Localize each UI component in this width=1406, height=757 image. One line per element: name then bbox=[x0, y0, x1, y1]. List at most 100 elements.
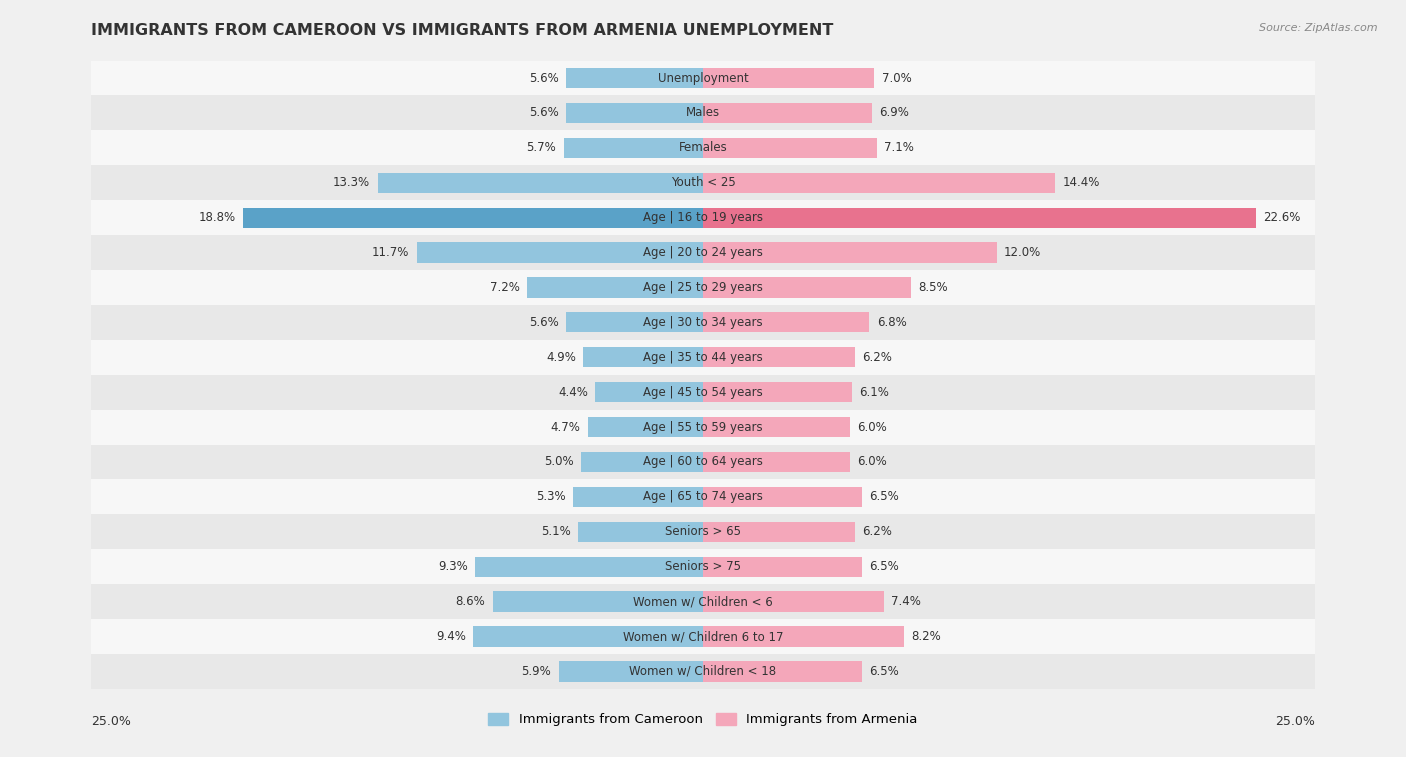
Bar bbox=[91, 584, 1315, 619]
Text: 6.0%: 6.0% bbox=[858, 456, 887, 469]
Bar bbox=[703, 277, 911, 298]
Text: 7.1%: 7.1% bbox=[884, 142, 914, 154]
Text: Unemployment: Unemployment bbox=[658, 71, 748, 85]
Text: Women w/ Children 6 to 17: Women w/ Children 6 to 17 bbox=[623, 630, 783, 643]
Text: 5.6%: 5.6% bbox=[529, 71, 558, 85]
Bar bbox=[583, 347, 703, 367]
Text: Age | 25 to 29 years: Age | 25 to 29 years bbox=[643, 281, 763, 294]
Text: Women w/ Children < 18: Women w/ Children < 18 bbox=[630, 665, 776, 678]
Bar bbox=[588, 417, 703, 438]
Bar bbox=[492, 591, 703, 612]
Bar bbox=[91, 514, 1315, 550]
Bar bbox=[703, 207, 1256, 228]
Bar bbox=[527, 277, 703, 298]
Bar bbox=[581, 452, 703, 472]
Bar bbox=[567, 312, 703, 332]
Text: 5.3%: 5.3% bbox=[536, 491, 567, 503]
Bar bbox=[703, 452, 849, 472]
Text: 9.4%: 9.4% bbox=[436, 630, 465, 643]
Bar bbox=[91, 410, 1315, 444]
Text: 5.1%: 5.1% bbox=[541, 525, 571, 538]
Text: 7.2%: 7.2% bbox=[489, 281, 520, 294]
Bar bbox=[703, 68, 875, 88]
Text: 7.0%: 7.0% bbox=[882, 71, 911, 85]
Text: 8.5%: 8.5% bbox=[918, 281, 948, 294]
Text: 13.3%: 13.3% bbox=[333, 176, 370, 189]
Bar bbox=[574, 487, 703, 507]
Text: 9.3%: 9.3% bbox=[439, 560, 468, 573]
Bar bbox=[703, 662, 862, 681]
Bar bbox=[703, 591, 884, 612]
Text: Age | 16 to 19 years: Age | 16 to 19 years bbox=[643, 211, 763, 224]
Bar bbox=[703, 312, 869, 332]
Bar bbox=[703, 487, 862, 507]
Text: 6.2%: 6.2% bbox=[862, 525, 891, 538]
Text: Women w/ Children < 6: Women w/ Children < 6 bbox=[633, 595, 773, 608]
Text: 8.6%: 8.6% bbox=[456, 595, 485, 608]
Bar bbox=[703, 103, 872, 123]
Text: IMMIGRANTS FROM CAMEROON VS IMMIGRANTS FROM ARMENIA UNEMPLOYMENT: IMMIGRANTS FROM CAMEROON VS IMMIGRANTS F… bbox=[91, 23, 834, 38]
Bar bbox=[91, 200, 1315, 235]
Text: Age | 55 to 59 years: Age | 55 to 59 years bbox=[643, 421, 763, 434]
Text: Age | 65 to 74 years: Age | 65 to 74 years bbox=[643, 491, 763, 503]
Bar bbox=[91, 305, 1315, 340]
Text: 4.4%: 4.4% bbox=[558, 385, 588, 399]
Text: 6.5%: 6.5% bbox=[869, 665, 898, 678]
Text: 5.7%: 5.7% bbox=[526, 142, 557, 154]
Bar bbox=[578, 522, 703, 542]
Text: 4.9%: 4.9% bbox=[546, 350, 576, 364]
Text: 5.6%: 5.6% bbox=[529, 316, 558, 329]
Bar bbox=[703, 173, 1056, 193]
Bar bbox=[703, 556, 862, 577]
Bar bbox=[703, 522, 855, 542]
Text: 5.9%: 5.9% bbox=[522, 665, 551, 678]
Bar bbox=[91, 340, 1315, 375]
Text: 8.2%: 8.2% bbox=[911, 630, 941, 643]
Text: Source: ZipAtlas.com: Source: ZipAtlas.com bbox=[1260, 23, 1378, 33]
Bar bbox=[91, 479, 1315, 514]
Bar bbox=[91, 270, 1315, 305]
Bar bbox=[558, 662, 703, 681]
Text: 4.7%: 4.7% bbox=[551, 421, 581, 434]
Text: Age | 35 to 44 years: Age | 35 to 44 years bbox=[643, 350, 763, 364]
Text: 6.5%: 6.5% bbox=[869, 491, 898, 503]
Text: 5.6%: 5.6% bbox=[529, 107, 558, 120]
Text: 18.8%: 18.8% bbox=[198, 211, 236, 224]
Text: Age | 60 to 64 years: Age | 60 to 64 years bbox=[643, 456, 763, 469]
Bar bbox=[91, 165, 1315, 200]
Bar bbox=[91, 235, 1315, 270]
Text: 22.6%: 22.6% bbox=[1263, 211, 1301, 224]
Bar bbox=[703, 626, 904, 646]
Text: 6.1%: 6.1% bbox=[859, 385, 890, 399]
Bar bbox=[703, 347, 855, 367]
Text: 5.0%: 5.0% bbox=[544, 456, 574, 469]
Text: 6.2%: 6.2% bbox=[862, 350, 891, 364]
Bar bbox=[567, 103, 703, 123]
Text: Seniors > 75: Seniors > 75 bbox=[665, 560, 741, 573]
Text: Youth < 25: Youth < 25 bbox=[671, 176, 735, 189]
Bar bbox=[378, 173, 703, 193]
Bar bbox=[595, 382, 703, 402]
Bar bbox=[91, 130, 1315, 165]
Bar bbox=[567, 68, 703, 88]
Bar bbox=[703, 242, 997, 263]
Text: 25.0%: 25.0% bbox=[1275, 715, 1315, 728]
Text: Age | 45 to 54 years: Age | 45 to 54 years bbox=[643, 385, 763, 399]
Bar bbox=[416, 242, 703, 263]
Bar bbox=[703, 138, 877, 158]
Text: 6.9%: 6.9% bbox=[879, 107, 910, 120]
Text: 14.4%: 14.4% bbox=[1063, 176, 1099, 189]
Bar bbox=[91, 619, 1315, 654]
Text: Seniors > 65: Seniors > 65 bbox=[665, 525, 741, 538]
Text: 11.7%: 11.7% bbox=[373, 246, 409, 259]
Text: 6.0%: 6.0% bbox=[858, 421, 887, 434]
Bar bbox=[91, 444, 1315, 479]
Bar bbox=[472, 626, 703, 646]
Text: Age | 30 to 34 years: Age | 30 to 34 years bbox=[643, 316, 763, 329]
Text: Age | 20 to 24 years: Age | 20 to 24 years bbox=[643, 246, 763, 259]
Bar bbox=[243, 207, 703, 228]
Bar bbox=[703, 417, 849, 438]
Text: 6.8%: 6.8% bbox=[877, 316, 907, 329]
Bar bbox=[703, 382, 852, 402]
Text: 6.5%: 6.5% bbox=[869, 560, 898, 573]
